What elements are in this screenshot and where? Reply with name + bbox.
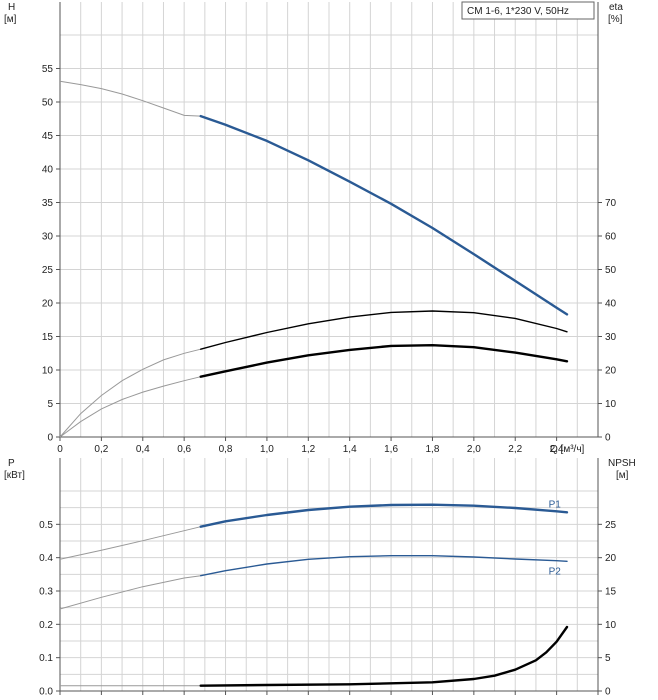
top-y-left-tick-label: 40: [42, 165, 54, 176]
top-y-right-tick-label: 50: [605, 265, 617, 276]
top-y-left-tick-label: 35: [42, 198, 54, 209]
top-y-left-unit: [м]: [4, 14, 17, 25]
curve-H-thin: [59, 80, 201, 117]
top-y-right-tick-label: 20: [605, 366, 617, 377]
curve-layer: [59, 80, 569, 687]
bottom-y-right-label: NPSH: [608, 458, 636, 469]
top-y-left-title: H [м]: [4, 2, 17, 25]
grid-layer: [60, 2, 598, 691]
series-label-P1: P1: [549, 499, 562, 510]
x-tick-label: 1,8: [426, 444, 440, 455]
curve-P2: [200, 555, 568, 577]
top-y-right-tick-label: 70: [605, 198, 617, 209]
top-y-left-tick-label: 10: [42, 366, 54, 377]
top-y-left-tick-label: 15: [42, 332, 54, 343]
curve-eta-lower-thin: [59, 376, 201, 438]
top-y-left-tick-label: 55: [42, 64, 54, 75]
curve-eta-upper-thin: [59, 348, 201, 438]
x-axis-label: Q [м³/ч]: [550, 444, 585, 455]
top-y-right-label: eta: [609, 2, 623, 13]
bottom-y-left-tick-label: 0.2: [39, 620, 53, 631]
bottom-y-right-tick-label: 0: [605, 687, 611, 698]
bottom-y-right-tick-label: 20: [605, 553, 617, 564]
x-tick-label: 2,0: [467, 444, 481, 455]
curve-eta-lower: [199, 344, 569, 378]
series-label-P2: P2: [549, 567, 562, 578]
top-y-right-tick-label: 60: [605, 232, 617, 243]
bottom-y-right-tick-label: 5: [605, 653, 611, 664]
bottom-y-left-unit: [кВт]: [4, 470, 25, 481]
legend: CM 1-6, 1*230 V, 50Hz: [461, 1, 595, 20]
bottom-y-right-tick-label: 15: [605, 587, 617, 598]
curve-NPSH: [199, 625, 569, 687]
curve-eta-upper: [200, 310, 568, 350]
legend-box: [461, 1, 595, 20]
top-y-right-title: eta [%]: [608, 2, 623, 25]
bottom-y-right-unit: [м]: [616, 470, 629, 481]
bottom-y-left-tick-label: 0.1: [39, 653, 53, 664]
curve-P1-thin: [59, 526, 201, 560]
top-y-left-tick-label: 5: [47, 399, 53, 410]
bottom-y-left-tick-label: 0.0: [39, 687, 53, 698]
bottom-y-left-label: P: [8, 458, 15, 469]
top-y-left-tick-label: 45: [42, 131, 54, 142]
bottom-y-left-tick-label: 0.5: [39, 520, 53, 531]
x-tick-label: 0: [57, 444, 63, 455]
bottom-y-right-tick-label: 10: [605, 620, 617, 631]
top-y-left-tick-label: 20: [42, 299, 54, 310]
top-y-right-tick-label: 40: [605, 299, 617, 310]
bottom-y-right-title: NPSH [м]: [608, 458, 636, 481]
top-y-left-tick-label: 25: [42, 265, 54, 276]
top-y-right-unit: [%]: [608, 14, 623, 25]
top-y-left-tick-label: 30: [42, 232, 54, 243]
top-y-right-tick-label: 30: [605, 332, 617, 343]
x-tick-label: 0,6: [177, 444, 191, 455]
top-y-left-tick-label: 50: [42, 98, 54, 109]
x-tick-label: 2,4: [550, 444, 564, 455]
curve-H: [199, 114, 569, 316]
x-tick-label: 2,2: [508, 444, 522, 455]
x-tick-label: 0,2: [94, 444, 108, 455]
x-tick-label: 1,6: [384, 444, 398, 455]
legend-label: CM 1-6, 1*230 V, 50Hz: [467, 6, 569, 17]
curve-P1: [199, 503, 569, 528]
top-y-right-tick-label: 10: [605, 399, 617, 410]
x-tick-label: 1,2: [301, 444, 315, 455]
x-tick-label: 0,4: [136, 444, 150, 455]
top-y-right-tick-label: 0: [605, 433, 611, 444]
bottom-y-left-tick-label: 0.4: [39, 553, 53, 564]
bottom-y-right-tick-label: 25: [605, 520, 617, 531]
bottom-y-left-title: P [кВт]: [4, 458, 25, 481]
x-tick-label: 1,0: [260, 444, 274, 455]
x-tick-label: 0,8: [219, 444, 233, 455]
top-y-left-label: H: [8, 2, 15, 13]
label-layer: 0 0,2 0,4 0,6 0,8 1,0 1,2 1,4 1,6 1,8 2,0 2,2 2,4 0 5 1…: [39, 64, 616, 698]
top-y-left-tick-label: 0: [47, 433, 53, 444]
curve-P2-thin: [59, 575, 201, 610]
bottom-y-left-tick-label: 0.3: [39, 587, 53, 598]
x-tick-label: 1,4: [343, 444, 357, 455]
axis-layer: [56, 2, 602, 695]
